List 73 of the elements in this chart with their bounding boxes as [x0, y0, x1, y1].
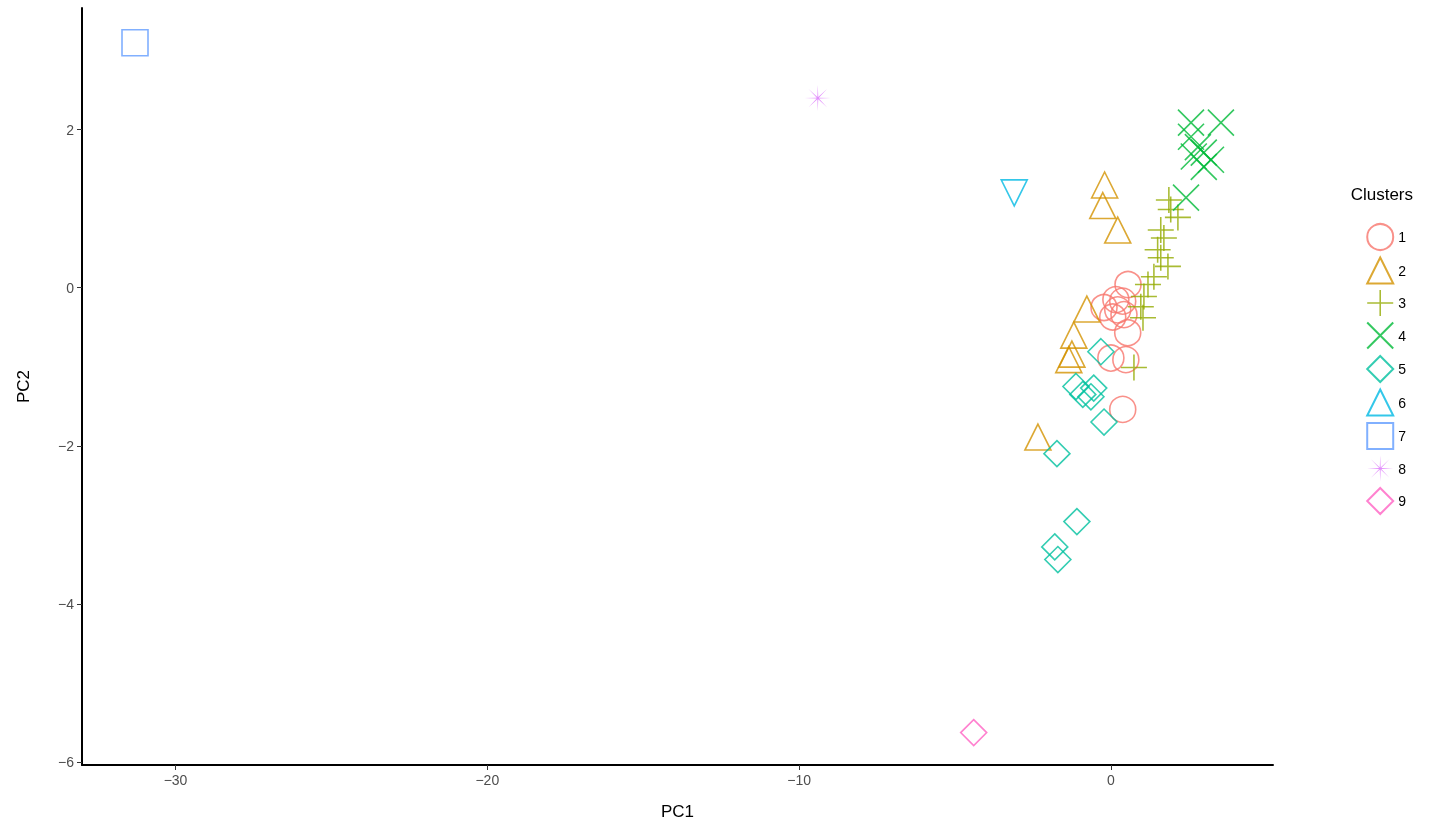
point: [1040, 533, 1069, 561]
y-tick-label: 0: [66, 279, 75, 296]
point: [1120, 354, 1147, 381]
y-tick-label: −6: [58, 753, 75, 770]
point: [1147, 244, 1174, 271]
legend-label: 3: [1398, 295, 1407, 311]
point: [1088, 191, 1117, 220]
point: [1177, 123, 1205, 151]
point: [1087, 337, 1115, 366]
point: [1129, 304, 1156, 331]
legend-label: 5: [1398, 361, 1407, 377]
point: [1077, 382, 1105, 411]
point: [1079, 374, 1108, 402]
point: [1189, 153, 1218, 181]
point: [1059, 321, 1088, 349]
point: [1113, 318, 1142, 347]
point: [1102, 285, 1130, 314]
point: [1164, 204, 1191, 231]
point: [1147, 217, 1174, 244]
point: [1144, 236, 1171, 263]
point: [1043, 439, 1071, 468]
legend-label: 2: [1398, 262, 1407, 279]
point: [1108, 287, 1137, 315]
point: [1103, 216, 1132, 244]
point: [1063, 507, 1091, 536]
point: [1090, 171, 1119, 199]
y-tick-label: −4: [58, 595, 75, 612]
y-tick-label: −2: [58, 437, 75, 454]
point: [1197, 145, 1225, 174]
point: [1069, 380, 1097, 409]
point: [1024, 423, 1052, 451]
point: [1058, 340, 1086, 368]
x-tick-label: −20: [475, 772, 500, 788]
point: [1207, 108, 1235, 137]
point: [1155, 187, 1182, 214]
point: [1073, 295, 1101, 323]
x-tick-label: −10: [787, 772, 812, 788]
point: [1112, 345, 1140, 374]
legend-label: 1: [1398, 229, 1407, 245]
point: [1000, 179, 1029, 207]
point: [1097, 344, 1125, 372]
point: [1172, 183, 1200, 212]
point: [1114, 270, 1142, 299]
x-tick-label: −30: [163, 772, 188, 788]
y-axis-title: PC2: [14, 369, 33, 404]
legend-label: 9: [1398, 493, 1407, 509]
point: [1180, 142, 1208, 171]
point: [1090, 408, 1118, 436]
point: [1177, 108, 1205, 137]
legend-label: 7: [1398, 428, 1407, 444]
point: [1134, 271, 1161, 298]
point: [1090, 293, 1118, 322]
y-tick-label: 2: [66, 121, 75, 138]
legend-label: 4: [1398, 327, 1407, 344]
point: [1189, 138, 1218, 167]
point: [1103, 296, 1132, 324]
point: [1054, 345, 1083, 374]
point: [121, 28, 149, 57]
x-tick-label: 0: [1106, 772, 1115, 788]
legend-label: 6: [1398, 394, 1407, 411]
x-axis-title: PC1: [660, 802, 695, 821]
point: [1062, 372, 1090, 401]
point: [1150, 224, 1177, 251]
point: [1098, 303, 1127, 331]
point: [959, 718, 988, 747]
point: [1154, 253, 1181, 280]
point: [1110, 300, 1138, 329]
point: [1184, 133, 1212, 161]
point: [1108, 395, 1137, 424]
legend-title: Clusters: [1350, 185, 1414, 204]
point: [1044, 545, 1072, 574]
legend-label: 8: [1398, 460, 1407, 477]
point: [1140, 263, 1167, 290]
